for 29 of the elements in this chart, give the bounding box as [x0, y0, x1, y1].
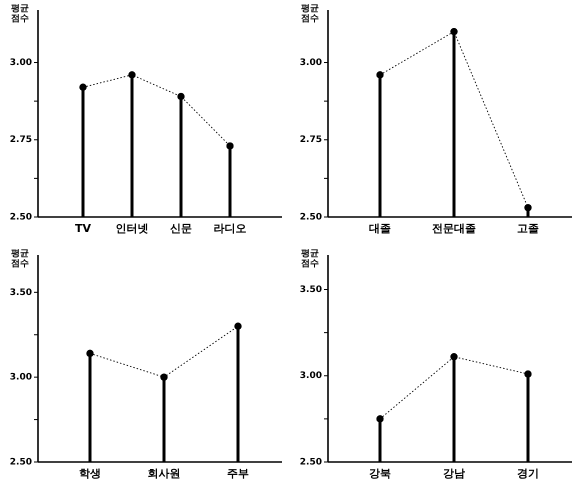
x-tick-label: TV: [74, 222, 92, 235]
x-tick-label: 강남: [443, 467, 465, 480]
y-tick-label: 2.50: [300, 212, 322, 222]
y-tick-label: 2.50: [300, 457, 322, 468]
y-axis-title: 평균 점수: [11, 4, 29, 24]
y-tick-label: 2.75: [10, 135, 32, 146]
y-tick-label: 3.00: [10, 372, 32, 383]
y-tick-label: 3.00: [300, 58, 322, 68]
y-tick-label: 2.50: [10, 457, 32, 468]
x-tick-label: 고졸: [517, 222, 539, 235]
x-tick-label: 전문대졸: [432, 222, 476, 235]
x-tick-label: 대졸: [369, 222, 391, 235]
y-tick-label: 2.75: [300, 135, 322, 146]
x-tick-label: 주부: [227, 467, 249, 480]
x-tick-label: 학생: [79, 467, 101, 480]
y-tick-label: 2.50: [10, 212, 32, 222]
y-axis-title: 평균 점수: [11, 249, 29, 269]
y-tick-label: 3.50: [10, 288, 32, 298]
x-tick-label: 신문: [170, 222, 192, 235]
x-tick-label: 라디오: [214, 222, 246, 235]
y-tick-label: 3.00: [10, 58, 32, 68]
y-axis-title: 평균 점수: [301, 4, 319, 24]
x-tick-label: 경기: [517, 467, 539, 480]
y-tick-label: 3.50: [300, 284, 322, 295]
y-axis-title: 평균 점수: [301, 249, 319, 269]
x-tick-label: 인터넷: [116, 222, 148, 235]
x-tick-label: 강북: [369, 467, 391, 480]
y-tick-label: 3.00: [300, 371, 322, 382]
x-tick-label: 회사원: [148, 467, 180, 480]
